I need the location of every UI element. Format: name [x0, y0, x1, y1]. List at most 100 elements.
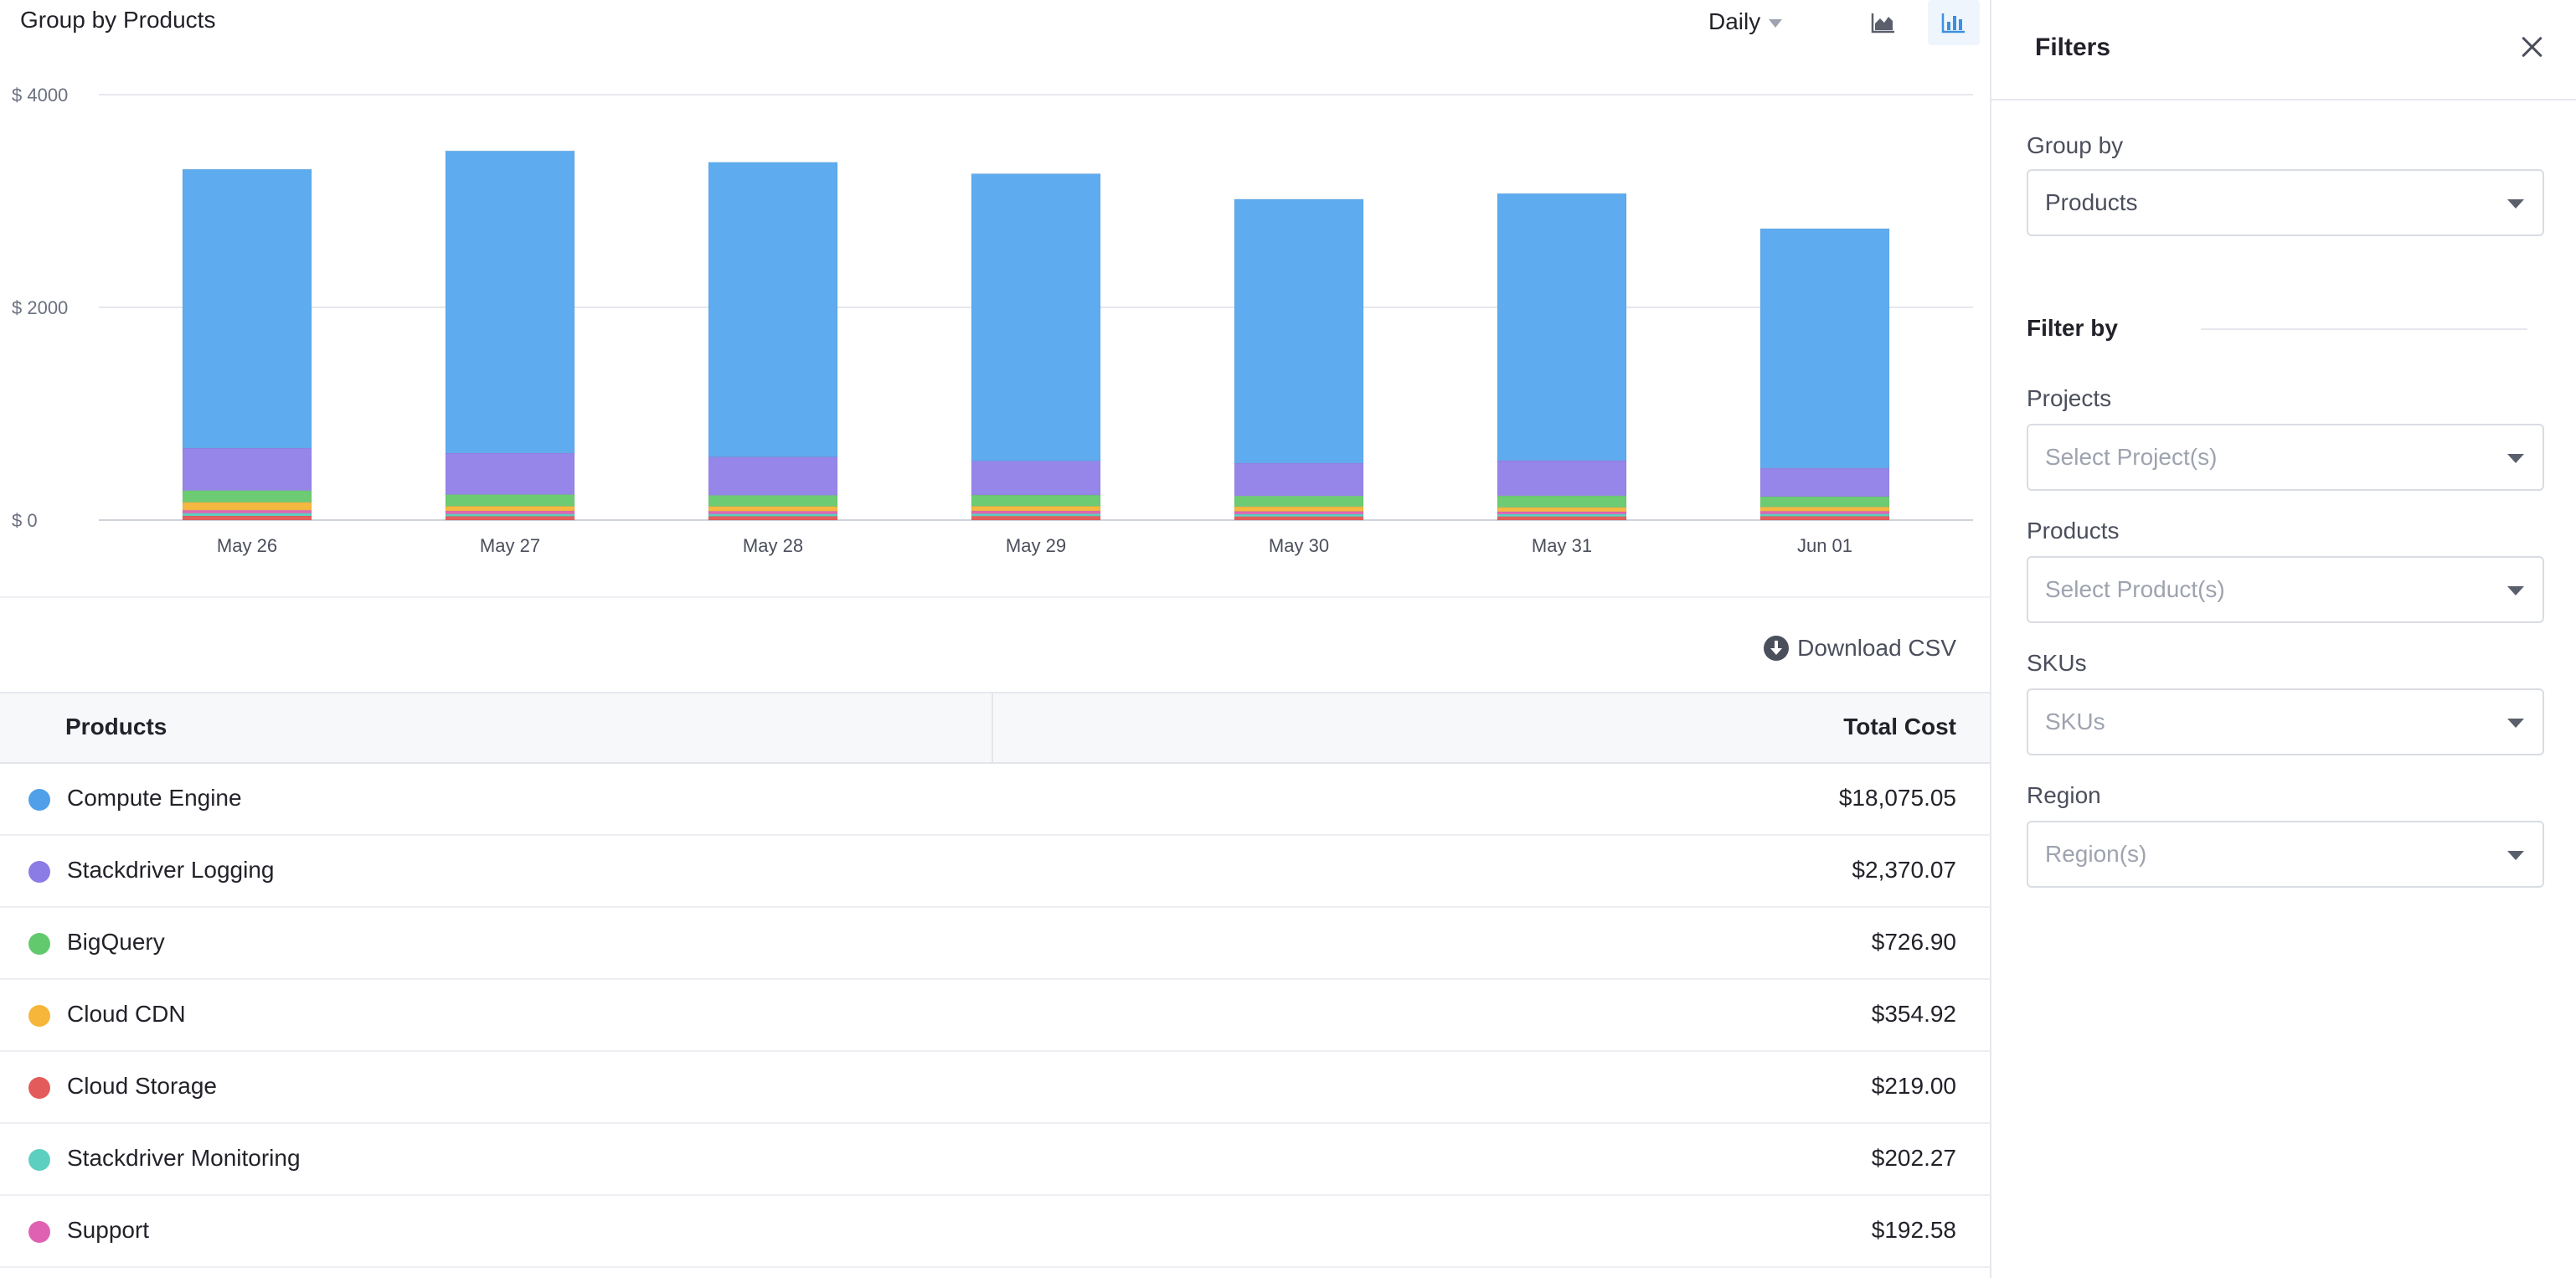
- column-header-products[interactable]: Products: [65, 714, 167, 739]
- caret-down-icon: [2507, 199, 2524, 209]
- download-csv-label: Download CSV: [1797, 635, 1956, 661]
- bar-segment-cloud-storage[interactable]: [971, 515, 1101, 521]
- bar-segment-cloud-storage[interactable]: [445, 515, 575, 521]
- bar-segment-cloud-cdn[interactable]: [1497, 507, 1627, 513]
- download-csv-button[interactable]: Download CSV: [1764, 635, 1956, 662]
- bar-segment-cloud-storage[interactable]: [708, 515, 838, 521]
- region-select-placeholder: Region(s): [2045, 841, 2147, 867]
- legend-dot-icon: [28, 789, 50, 811]
- stacked-bar-chart: $ 0 $ 2000 $ 4000 May 26 May 27 May 28 May 29 M…: [12, 85, 1973, 556]
- product-name: Support: [67, 1217, 150, 1243]
- caret-down-icon: [2507, 719, 2524, 728]
- bar-segment-cloud-cdn[interactable]: [182, 502, 312, 511]
- region-select[interactable]: Region(s): [2027, 821, 2544, 888]
- table-row[interactable]: Compute Engine $18,075.05: [0, 764, 1990, 836]
- chart-title: Group by Products: [20, 7, 216, 33]
- period-select[interactable]: Daily: [1708, 8, 1783, 35]
- y-tick-label: $ 4000: [12, 85, 68, 106]
- bar-segment-compute-engine[interactable]: [1497, 193, 1627, 461]
- projects-select-placeholder: Select Project(s): [2045, 444, 2218, 470]
- product-total-cost: $219.00: [1871, 1073, 1956, 1099]
- table-row[interactable]: Support $192.58: [0, 1196, 1990, 1268]
- download-circle-icon: [1764, 636, 1790, 661]
- table-row[interactable]: Stackdriver Logging $2,370.07: [0, 836, 1990, 908]
- x-tick-label: May 31: [1532, 535, 1592, 556]
- bar-chart-toggle-button[interactable]: [1928, 0, 1980, 45]
- bar-segment-support[interactable]: [445, 510, 575, 515]
- area-chart-icon: [1871, 13, 1894, 33]
- products-label: Products: [2027, 518, 2120, 544]
- table-header: Products Total Cost: [0, 692, 1990, 764]
- chart-divider: [0, 596, 1990, 598]
- legend-dot-icon: [28, 861, 50, 883]
- bar-segment-cloud-cdn[interactable]: [1759, 506, 1890, 512]
- bar-segment-bigquery[interactable]: [182, 490, 312, 503]
- bar-segment-stackdriver-logging[interactable]: [1497, 460, 1627, 497]
- bar-segment-bigquery[interactable]: [1234, 495, 1364, 508]
- bar-segment-compute-engine[interactable]: [1759, 228, 1890, 469]
- products-select-placeholder: Select Product(s): [2045, 576, 2225, 602]
- x-tick-label: May 29: [1006, 535, 1066, 556]
- bar-segment-bigquery[interactable]: [1759, 496, 1890, 508]
- column-header-total-cost[interactable]: Total Cost: [1843, 714, 1956, 739]
- bar-segment-stackdriver-logging[interactable]: [1759, 467, 1890, 497]
- product-name: Stackdriver Logging: [67, 857, 275, 883]
- bar-segment-bigquery[interactable]: [445, 493, 575, 507]
- table-row[interactable]: BigQuery $726.90: [0, 908, 1990, 980]
- caret-down-icon: [1769, 19, 1783, 28]
- filter-by-divider: [2201, 328, 2527, 330]
- bar-segment-stackdriver-logging[interactable]: [1234, 462, 1364, 497]
- bar-segment-bigquery[interactable]: [971, 494, 1101, 507]
- filters-title: Filters: [2035, 33, 2111, 61]
- y-tick-label: $ 0: [12, 510, 38, 531]
- bar-segment-stackdriver-logging[interactable]: [182, 447, 312, 492]
- product-name: Compute Engine: [67, 785, 242, 811]
- group-by-select[interactable]: Products: [2027, 169, 2544, 236]
- period-select-value: Daily: [1708, 8, 1761, 34]
- bar-segment-compute-engine[interactable]: [182, 168, 312, 449]
- x-tick-label: Jun 01: [1797, 535, 1852, 556]
- bar-segment-cloud-cdn[interactable]: [1234, 506, 1364, 513]
- close-icon[interactable]: [2519, 33, 2546, 60]
- legend-dot-icon: [28, 1221, 50, 1243]
- product-total-cost: $726.90: [1871, 929, 1956, 955]
- x-tick-label: May 26: [217, 535, 277, 556]
- bar-segment-cloud-storage[interactable]: [1759, 515, 1890, 521]
- bar-segment-cloud-cdn[interactable]: [445, 505, 575, 512]
- caret-down-icon: [2507, 851, 2524, 860]
- bar-segment-cloud-storage[interactable]: [1497, 516, 1627, 521]
- skus-select-placeholder: SKUs: [2045, 709, 2105, 734]
- bar-segment-compute-engine[interactable]: [971, 173, 1101, 461]
- product-total-cost: $18,075.05: [1838, 785, 1956, 811]
- products-select[interactable]: Select Product(s): [2027, 556, 2544, 623]
- bar-segment-cloud-cdn[interactable]: [971, 505, 1101, 512]
- bar-segment-stackdriver-logging[interactable]: [708, 456, 838, 496]
- product-name: Stackdriver Monitoring: [67, 1145, 301, 1171]
- bar-segment-bigquery[interactable]: [708, 494, 838, 508]
- bar-segment-cloud-storage[interactable]: [182, 515, 312, 521]
- projects-select[interactable]: Select Project(s): [2027, 424, 2544, 491]
- x-tick-label: May 30: [1269, 535, 1329, 556]
- bar-segment-support[interactable]: [182, 509, 312, 514]
- skus-select[interactable]: SKUs: [2027, 688, 2544, 755]
- bar-segment-stackdriver-logging[interactable]: [445, 452, 575, 495]
- bar-segment-cloud-storage[interactable]: [1234, 516, 1364, 521]
- table-row[interactable]: Cloud CDN $354.92: [0, 980, 1990, 1052]
- legend-dot-icon: [28, 1149, 50, 1171]
- bar-chart-icon: [1941, 13, 1965, 33]
- product-name: BigQuery: [67, 929, 165, 955]
- column-divider: [992, 693, 993, 764]
- table-row[interactable]: Stackdriver Monitoring $202.27: [0, 1124, 1990, 1196]
- bar-segment-compute-engine[interactable]: [445, 150, 575, 454]
- bar-segment-compute-engine[interactable]: [1234, 198, 1364, 464]
- x-tick-label: May 28: [743, 535, 803, 556]
- area-chart-toggle-button[interactable]: [1857, 0, 1909, 45]
- bar-segment-cloud-cdn[interactable]: [708, 506, 838, 512]
- bar-segment-compute-engine[interactable]: [708, 162, 838, 458]
- product-total-cost: $354.92: [1871, 1001, 1956, 1027]
- bar-segment-stackdriver-logging[interactable]: [971, 460, 1101, 496]
- y-tick-label: $ 2000: [12, 297, 68, 318]
- table-row[interactable]: Cloud Storage $219.00: [0, 1052, 1990, 1124]
- product-total-cost: $192.58: [1871, 1217, 1956, 1243]
- bar-segment-bigquery[interactable]: [1497, 495, 1627, 508]
